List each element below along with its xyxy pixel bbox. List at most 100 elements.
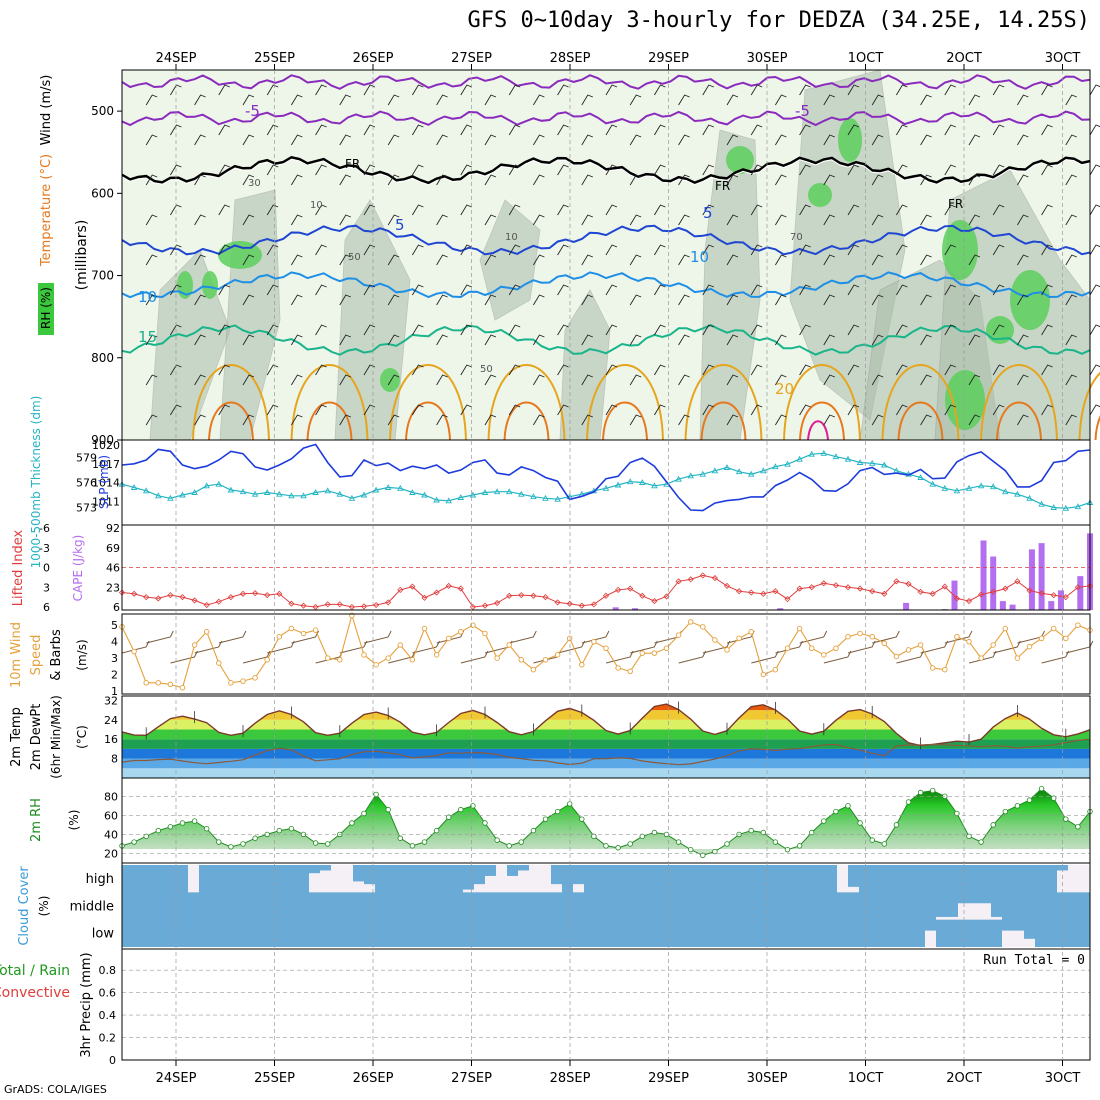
rh-point [639,833,645,840]
cape-bar [980,540,987,610]
isotherm-5 [121,224,1091,256]
isotherm-25 [208,401,254,441]
rh-point [167,824,174,830]
cloud-high-bar [1068,865,1079,893]
cloud-high-bar [1079,865,1090,893]
rh-point [409,843,416,849]
cloud-high-bar [496,865,507,893]
upper-wind-barb [605,364,618,376]
rh-point [143,833,149,840]
upper-wind-barb [581,334,593,346]
lifted-index-point [288,600,295,607]
upper-wind-barb [170,244,182,256]
lifted-index-point [820,580,827,587]
isotherm-20 [586,364,664,441]
upper-wind-barb [992,84,1005,96]
thickness-point [760,467,767,474]
lifted-index-point [167,592,174,599]
rh-point [252,835,258,841]
thickness-point [1074,503,1082,510]
rh-high-region [380,368,400,392]
isotherm-20 [487,364,566,441]
upper-wind-barb [750,364,763,376]
upper-wind-barb [581,134,593,146]
upper-wind-barb [170,284,182,296]
wind-speed-point [1014,655,1021,661]
cloud-middle-bar [969,903,980,920]
cloud-middle-bar [980,903,991,920]
upper-wind-barb [460,284,472,296]
contour-label: -5 [245,102,260,120]
upper-wind-barb [847,244,860,256]
upper-wind-barb [605,324,618,336]
top-date-label: 30SEP [747,51,788,66]
upper-wind-barb [992,284,1005,296]
isotherm-25 [996,401,1042,441]
minmax-axis-label: (6hr Min/Max) [49,695,63,779]
rh-point [216,839,222,845]
lifted-index-point [457,585,464,592]
pressure-axis-label: (millibars) [74,220,90,291]
thickness-point [372,486,380,493]
isotherm-25 [306,401,353,441]
upper-wind-barb [1041,244,1053,256]
upper-wind-barb [678,134,690,146]
upper-wind-barb [896,84,908,96]
wind-speed-point [784,645,791,651]
upper-wind-barb [847,364,860,376]
wind-speed-point [1026,643,1033,650]
upper-wind-barb [508,364,521,376]
surface-wind-barb [291,630,319,644]
thickness-point [917,474,924,480]
top-date-label: 2OCT [946,51,982,66]
upper-wind-barb [847,324,860,336]
wind-speed-point [373,661,379,668]
upper-wind-barb [944,84,956,96]
upper-wind-barb [750,284,763,296]
upper-wind-barb [678,414,690,426]
upper-wind-barb [533,174,545,186]
cape-bar [903,602,910,610]
upper-wind-barb [992,364,1005,376]
thickness-point [856,459,864,465]
upper-wind-barb [145,414,158,426]
upper-wind-barb [508,124,521,136]
surface-wind-barb [363,630,392,644]
upper-wind-barb [1041,204,1053,216]
rh-point [228,844,234,850]
thickness-point [324,487,331,494]
rh-high-region [726,146,754,174]
rh-point [748,827,754,834]
wind-speed-point [700,624,706,630]
upper-wind-barb [920,214,932,226]
thickness-point [784,460,791,467]
rh-point [446,814,452,820]
surface-wind-barb [1041,650,1070,664]
upper-wind-barb [896,324,908,336]
lifted-index-point [179,594,186,601]
wind-speed-point [252,675,258,681]
isotherm-20 [980,364,1058,441]
upper-wind-barb [218,124,230,136]
lifted-index-point [445,582,452,589]
isotherm-20 [1078,371,1100,441]
thickness-axis-label: 1000-500mb Thickness (dm) [29,396,43,569]
upper-wind-barb [968,134,981,146]
lifted-index-point [215,598,222,605]
cloud-low-bar [1002,930,1013,947]
precip-frame [121,948,1091,1061]
lifted-index-point [941,583,948,590]
rh-point [651,829,658,836]
cape-tick-label: 46 [106,562,120,575]
upper-wind-barb [847,404,860,416]
rh-point [1014,803,1021,809]
upper-wind-barb [339,214,351,226]
upper-wind-barb [557,324,569,336]
upper-wind-barb [557,404,569,416]
upper-wind-barb [291,414,303,426]
upper-wind-barb [363,164,376,176]
upper-wind-barb [702,364,714,376]
upper-wind-barb [460,124,472,136]
contour-label: 5 [703,204,713,222]
cloud-high-bar [1057,870,1068,893]
